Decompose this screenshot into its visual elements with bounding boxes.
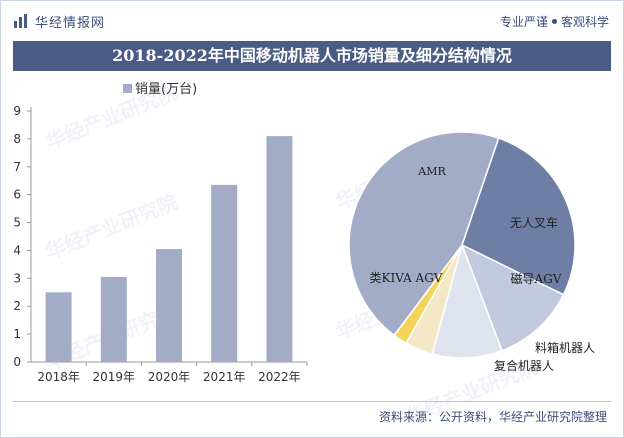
pie-label: 料箱机器人 (535, 340, 595, 355)
tagline: 专业严谨 客观科学 (500, 13, 609, 30)
y-tick-label: 2 (13, 299, 21, 313)
pie-label: 磁导AGV (511, 271, 562, 286)
brand-name: 华经情报网 (35, 16, 106, 31)
pie-slice (431, 242, 503, 359)
chart-canvas: 销量(万台) 0 1 2 3 4 5 6 7 8 9 2018年 2019年 2020年 2021年 2022… (13, 82, 595, 384)
y-tick-label: 0 (13, 355, 21, 369)
chart-title: 2018-2022年中国移动机器人市场销量及细分结构情况 (13, 41, 611, 71)
pie-label: 无人叉车 (510, 215, 558, 230)
y-tick-label: 5 (13, 216, 21, 230)
footer: 资料来源：公开资料，华经产业研究院整理 (1, 401, 623, 437)
y-tick-label: 6 (13, 188, 21, 202)
y-tick-label: 3 (13, 271, 21, 285)
footer-divider (13, 401, 611, 402)
bar (156, 249, 182, 362)
bar (100, 276, 127, 362)
pie-label: AMR (417, 165, 446, 178)
dot-separator-icon (551, 19, 557, 24)
legend-label: 销量(万台) (135, 82, 197, 97)
pie-label: 类KIVA AGV (370, 271, 443, 285)
y-tick-label: 4 (13, 243, 21, 257)
x-tick-label: 2022年 (258, 370, 301, 384)
tagline-left: 专业严谨 (499, 15, 548, 29)
source-note: 资料来源：公开资料，华经产业研究院整理 (378, 410, 607, 424)
pie-slice (348, 131, 500, 337)
bar (211, 184, 238, 362)
pie-label: 复合机器人 (494, 358, 554, 373)
y-tick-label: 9 (13, 104, 21, 118)
legend-swatch (123, 84, 132, 93)
x-tick-label: 2019年 (93, 370, 136, 384)
y-tick-label: 1 (13, 327, 21, 341)
brand-logo-icon (14, 14, 27, 28)
x-tick-label: 2020年 (148, 370, 191, 384)
y-tick-label: 7 (13, 160, 21, 174)
pie-slice (460, 243, 565, 352)
pie-slice (461, 137, 576, 296)
header-bar: 华经情报网 专业严谨 客观科学 (1, 1, 623, 41)
tagline-right: 客观科学 (560, 15, 609, 29)
bar (45, 292, 72, 362)
y-tick-label: 8 (13, 132, 21, 146)
x-tick-label: 2018年 (37, 370, 80, 384)
bar (266, 136, 293, 362)
x-tick-label: 2021年 (203, 370, 246, 384)
